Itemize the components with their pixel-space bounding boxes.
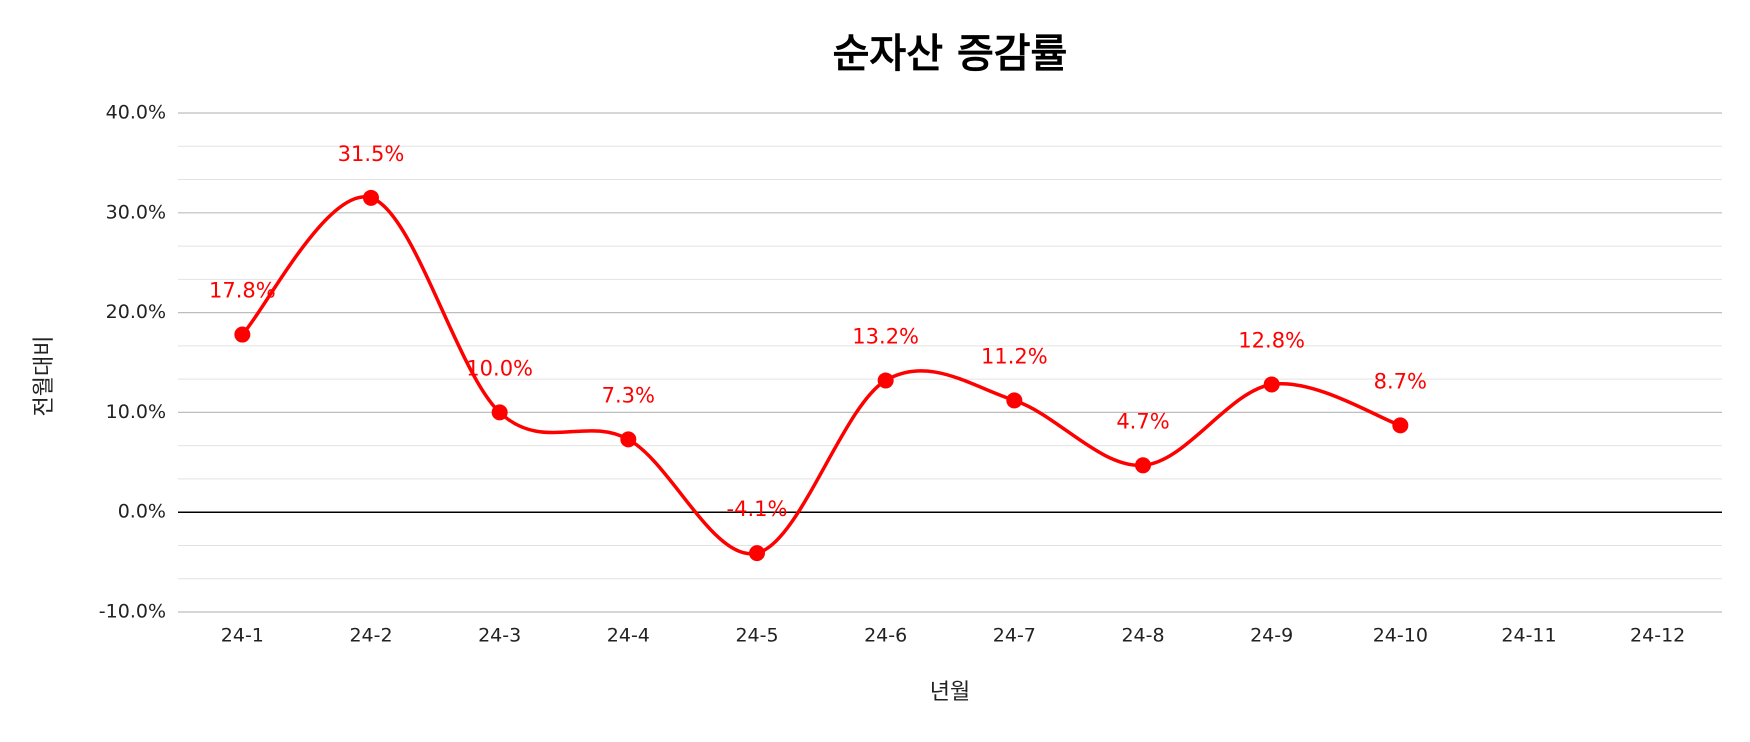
data-label: 31.5% [338,142,405,166]
data-label: 7.3% [602,383,655,407]
data-label: 8.7% [1374,369,1427,393]
x-tick-label: 24-1 [221,625,264,647]
line [241,195,1401,556]
y-tick-label: -10.0% [99,601,166,623]
marker [620,431,637,448]
x-tick-label: 24-5 [735,625,778,647]
y-tick-label: 0.0% [118,501,166,523]
x-axis-title: 년월 [930,680,970,705]
marker [1135,457,1151,474]
marker [877,372,894,389]
data-label: 11.2% [981,344,1048,368]
x-tick-label: 24-4 [607,625,650,647]
data-label: 12.8% [1238,328,1305,352]
x-tick-label: 24-11 [1501,625,1556,647]
x-tick-label: 24-9 [1250,625,1293,647]
x-tick-label: 24-2 [349,625,392,647]
chart-title: 순자산 증감률 [833,31,1068,77]
x-tick-label: 24-6 [864,625,907,647]
x-tick-label: 24-8 [1121,625,1164,647]
marker [749,545,765,562]
x-tick-label: 24-3 [478,625,521,647]
data-label: -4.1% [727,497,788,521]
marker [1392,417,1409,434]
y-tick-label: 10.0% [106,401,166,423]
marker [234,326,251,343]
marker [363,189,379,206]
y-tick-label: 30.0% [106,201,166,223]
marker [1263,376,1280,393]
x-tick-label: 24-12 [1630,625,1685,647]
y-tick-label: 20.0% [106,301,166,323]
y-tick-label: 40.0% [106,102,166,124]
x-tick-label: 24-7 [993,625,1036,647]
data-label: 4.7% [1116,409,1169,433]
data-label: 10.0% [466,356,533,380]
marker [1006,392,1023,409]
marker [491,404,508,421]
data-label: 13.2% [852,324,919,348]
x-tick-label: 24-10 [1373,625,1428,647]
y-axis-title: 전월대비 [32,336,57,417]
data-label: 17.8% [209,279,276,303]
